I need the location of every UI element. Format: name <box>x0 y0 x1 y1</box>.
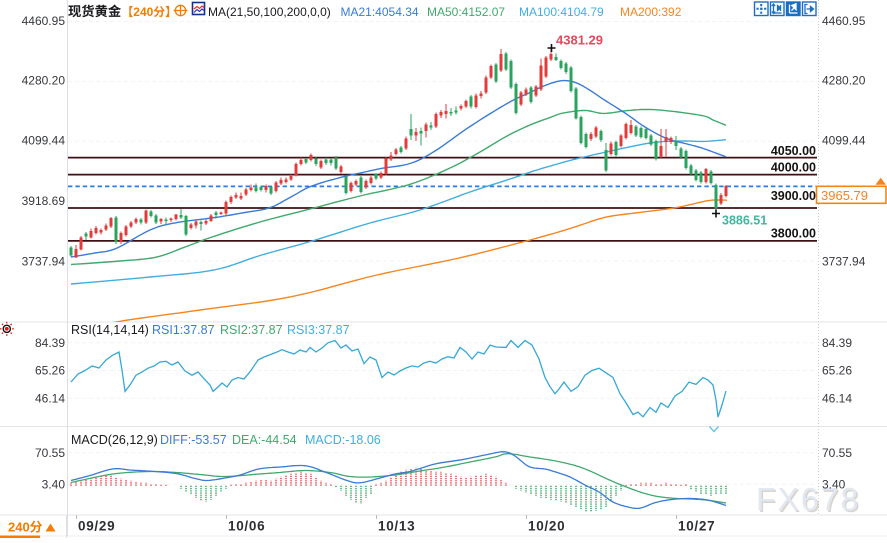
svg-text:4000.00: 4000.00 <box>771 160 816 174</box>
svg-text:10/13: 10/13 <box>378 519 415 534</box>
svg-text:3965.79: 3965.79 <box>821 188 868 203</box>
svg-text:3900.00: 3900.00 <box>771 189 816 203</box>
svg-text:4280.20: 4280.20 <box>22 74 66 88</box>
svg-text:3.40: 3.40 <box>42 478 66 492</box>
svg-text:MACD(26,12,9): MACD(26,12,9) <box>71 433 158 447</box>
svg-text:4050.00: 4050.00 <box>771 144 816 158</box>
svg-text:10/27: 10/27 <box>678 519 715 534</box>
svg-text:RSI2:37.87: RSI2:37.87 <box>220 323 283 337</box>
svg-text:65.26: 65.26 <box>822 364 852 378</box>
svg-text:3800.00: 3800.00 <box>771 226 816 240</box>
svg-text:MA21:4054.34: MA21:4054.34 <box>341 5 419 19</box>
svg-text:3737.94: 3737.94 <box>22 254 66 268</box>
svg-text:DEA:-44.54: DEA:-44.54 <box>232 433 297 447</box>
svg-text:10/20: 10/20 <box>528 519 565 534</box>
svg-text:65.26: 65.26 <box>35 364 65 378</box>
svg-text:70.55: 70.55 <box>35 446 65 460</box>
svg-text:MA(21,50,100,200,0,0): MA(21,50,100,200,0,0) <box>208 5 331 19</box>
svg-text:240: 240 <box>8 520 30 535</box>
svg-text:MACD:-18.06: MACD:-18.06 <box>305 433 381 447</box>
svg-text:RSI(14,14,14): RSI(14,14,14) <box>71 323 149 337</box>
svg-text:3737.94: 3737.94 <box>822 254 866 268</box>
svg-text:RSI1:37.87: RSI1:37.87 <box>152 323 215 337</box>
svg-text:DIFF:-53.57: DIFF:-53.57 <box>160 433 227 447</box>
svg-text:240: 240 <box>133 5 153 19</box>
svg-text:MA50:4152.07: MA50:4152.07 <box>427 5 505 19</box>
svg-text:46.14: 46.14 <box>35 391 65 405</box>
svg-text:4460.95: 4460.95 <box>822 14 866 28</box>
svg-text:3886.51: 3886.51 <box>722 214 767 228</box>
svg-text:MA200:392: MA200:392 <box>620 5 682 19</box>
svg-text:RSI3:37.87: RSI3:37.87 <box>287 323 350 337</box>
svg-text:4099.44: 4099.44 <box>22 134 66 148</box>
svg-text:3.40: 3.40 <box>822 478 846 492</box>
svg-text:4099.44: 4099.44 <box>822 134 866 148</box>
svg-text:4381.29: 4381.29 <box>556 33 603 48</box>
svg-text:10/06: 10/06 <box>228 519 265 534</box>
svg-text:3918.69: 3918.69 <box>22 194 66 208</box>
svg-text:46.14: 46.14 <box>822 391 852 405</box>
svg-text:4460.95: 4460.95 <box>22 14 66 28</box>
svg-text:4280.20: 4280.20 <box>822 74 866 88</box>
svg-text:09/29: 09/29 <box>78 519 115 534</box>
svg-text:FX678: FX678 <box>758 483 862 519</box>
svg-text:84.39: 84.39 <box>35 336 65 350</box>
svg-text:FX678: FX678 <box>756 482 860 518</box>
svg-text:84.39: 84.39 <box>822 336 852 350</box>
svg-text:70.55: 70.55 <box>822 446 852 460</box>
svg-text:MA100:4104.79: MA100:4104.79 <box>519 5 604 19</box>
